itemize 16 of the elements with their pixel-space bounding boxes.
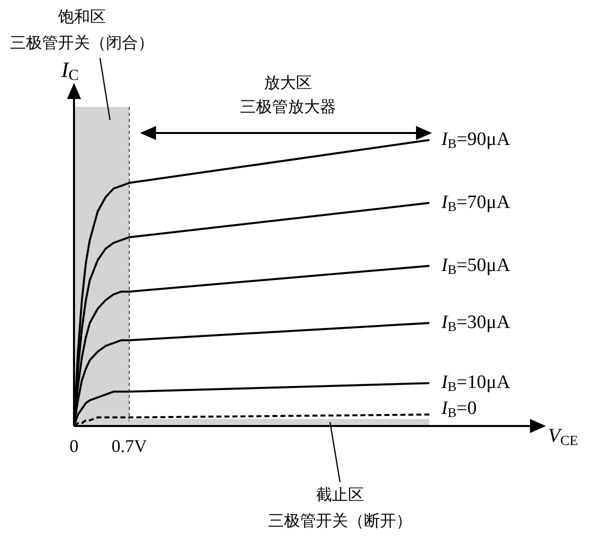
text: 饱和区 (57, 7, 106, 26)
series-label: I$_{B}$=30μA (440, 312, 510, 334)
y-axis-title: I$_{C}$ (60, 57, 79, 84)
series-label: I$_{B}$=70μA (440, 192, 510, 214)
text: 三极管开关（闭合） (10, 33, 154, 52)
text: 截止区 (316, 485, 364, 504)
series-label: I$_{B}$=50μA (440, 254, 510, 277)
text: 放大区 (264, 73, 312, 92)
text: 三极管放大器 (240, 97, 336, 116)
text: 三极管开关（断开） (268, 511, 412, 530)
x-tick-label: 0.7V (112, 436, 148, 456)
series-label: I$_{B}$=10μA (440, 372, 510, 394)
legend-label: I$_{B}$=90μA (440, 129, 510, 151)
series-label: I$_{B}$=0 (440, 398, 477, 420)
x-axis-title: V$_{CE}$ (548, 425, 578, 449)
x-tick-label: 0 (70, 436, 78, 456)
